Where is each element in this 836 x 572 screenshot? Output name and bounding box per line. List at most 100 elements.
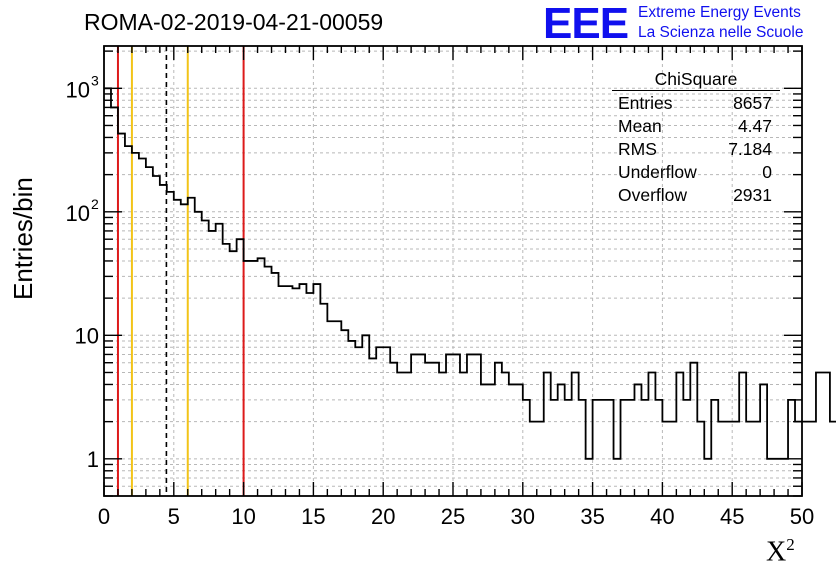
histogram-bin	[816, 372, 823, 496]
x-tick-label: 40	[650, 504, 674, 529]
histogram-bin	[551, 400, 558, 496]
histogram-bin	[593, 400, 600, 496]
stats-row-underflow: Underflow 0	[612, 161, 780, 184]
x-tick-label: 0	[98, 504, 110, 529]
stats-label: Mean	[618, 116, 662, 136]
histogram-bin	[530, 422, 537, 496]
histogram-bin	[181, 204, 188, 496]
histogram-bin	[216, 224, 223, 496]
histogram-bin	[516, 384, 523, 496]
x-tick-label: 35	[580, 504, 604, 529]
histogram-bin	[746, 422, 753, 496]
logo-line-1: Extreme Energy Events	[638, 4, 801, 21]
histogram-bin	[299, 284, 306, 496]
histogram-bin	[655, 400, 662, 496]
y-tick-label: 1	[87, 447, 99, 472]
x-tick-label: 10	[231, 504, 255, 529]
histogram-bin	[537, 422, 544, 496]
stats-title: ChiSquare	[612, 68, 780, 91]
histogram-bin	[279, 286, 286, 496]
histogram-bin	[397, 372, 404, 496]
histogram-bin	[341, 330, 348, 496]
histogram-bin	[355, 347, 362, 496]
histogram-bin	[760, 384, 767, 496]
x-tick-label: 45	[720, 504, 744, 529]
histogram-bin	[607, 400, 614, 496]
histogram-bin	[383, 347, 390, 496]
histogram-bin	[272, 273, 279, 496]
y-axis-label: Entries/bin	[8, 177, 38, 300]
histogram-bin	[586, 459, 593, 496]
stats-value: 0	[762, 162, 772, 182]
x-tick-labels: 0 5 10 15 20 25 30 35 40 45 50	[98, 504, 814, 529]
stats-rows: Entries 8657 Mean 4.47 RMS 7.184 Underflow 0 Ove…	[612, 92, 780, 207]
stats-label: Underflow	[618, 162, 697, 182]
histogram-bin	[488, 384, 495, 496]
histogram-bin	[132, 153, 139, 496]
histogram-bin	[718, 422, 725, 496]
plot-title: ROMA-02-2019-04-21-00059	[84, 9, 384, 35]
y-tick-label: 10	[75, 323, 99, 348]
stats-label: Entries	[618, 93, 673, 113]
x-tick-label: 15	[301, 504, 325, 529]
histogram-bin	[251, 261, 258, 496]
histogram-bin	[614, 459, 621, 496]
histogram-bin	[327, 321, 334, 496]
histogram-bin	[188, 198, 195, 496]
histogram-bin	[523, 400, 530, 496]
histogram-bin	[830, 422, 836, 496]
marker-lines	[116, 46, 245, 496]
histogram-bin	[460, 372, 467, 496]
histogram-bin	[146, 167, 153, 496]
stats-box: ChiSquare Entries 8657 Mean 4.47 RMS 7.184 Und…	[612, 68, 780, 207]
histogram-bin	[628, 400, 635, 496]
histogram-bin	[621, 400, 628, 496]
x-axis-label-base: X	[766, 536, 787, 568]
histogram-bin	[202, 221, 209, 496]
histogram-bin	[544, 372, 551, 496]
histogram-bin	[753, 422, 760, 496]
histogram-bin	[774, 459, 781, 496]
y-tick-exponent: 2	[91, 196, 99, 212]
histogram-bin	[509, 384, 516, 496]
histogram-bin	[809, 422, 816, 496]
x-axis-label-superscript: 2	[786, 535, 795, 554]
x-tick-label: 20	[371, 504, 395, 529]
stats-row-overflow: Overflow 2931	[612, 184, 780, 207]
stats-row-rms: RMS 7.184	[612, 138, 780, 161]
histogram-bin	[390, 363, 397, 496]
axes	[103, 45, 803, 497]
stats-value: 8657	[733, 93, 772, 113]
histogram-bin	[467, 354, 474, 496]
histogram-bin	[704, 459, 711, 496]
histogram-bin	[823, 372, 830, 496]
stats-value: 4.47	[737, 116, 772, 136]
histogram-bin	[648, 372, 655, 496]
histogram-bin	[167, 192, 174, 496]
stats-value: 7.184	[728, 139, 772, 159]
stats-label: Overflow	[618, 185, 688, 205]
histogram-bin	[362, 335, 369, 496]
histogram-bin	[411, 354, 418, 496]
logo-line-2: La Scienza nelle Scuole	[638, 24, 804, 41]
histogram-bin	[244, 261, 251, 496]
histogram-bin	[404, 372, 411, 496]
histogram-bin	[725, 422, 732, 496]
histogram-bin	[139, 159, 146, 496]
histogram-bin	[320, 304, 327, 496]
histogram-bin	[732, 422, 739, 496]
histogram-bin	[369, 358, 376, 496]
x-tick-label: 5	[168, 504, 180, 529]
x-tick-label: 25	[441, 504, 465, 529]
histogram-bin	[348, 341, 355, 496]
histogram-bin	[600, 400, 607, 496]
histogram-bin	[439, 372, 446, 496]
histogram-bin	[104, 88, 111, 496]
histogram-bin	[558, 384, 565, 496]
histogram-bin	[453, 354, 460, 496]
histogram-bin	[125, 146, 132, 496]
stats-value: 2931	[733, 185, 772, 205]
y-tick-label: 10	[66, 77, 90, 102]
